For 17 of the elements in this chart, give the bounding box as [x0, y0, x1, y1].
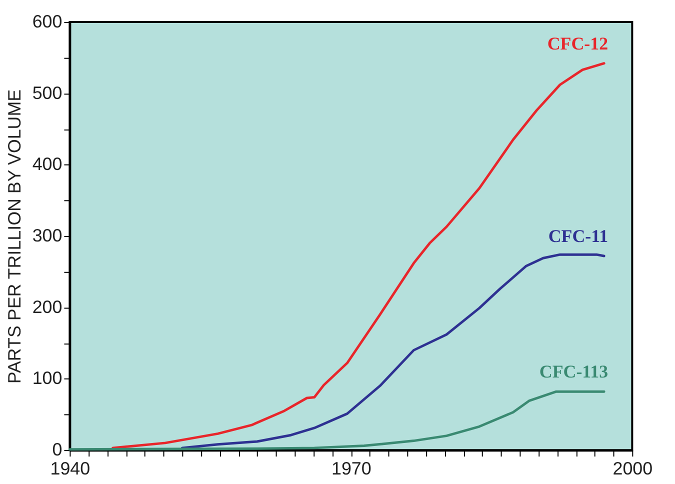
series-label: CFC-11 — [548, 226, 608, 246]
series-label: CFC-113 — [539, 362, 608, 382]
x-tick-label: 2000 — [612, 458, 653, 478]
line-series — [112, 62, 606, 450]
y-tick-label: 200 — [32, 296, 62, 317]
y-tick-label: 500 — [32, 82, 62, 103]
y-tick-label: 100 — [32, 368, 62, 388]
x-tick-label: 1940 — [50, 458, 90, 478]
y-tick-label: 400 — [32, 154, 62, 174]
line-series — [68, 390, 606, 451]
y-tick-label: 0 — [52, 440, 62, 460]
y-tick-label: 300 — [32, 226, 62, 246]
x-tick-label: 1970 — [332, 458, 372, 478]
line-series — [180, 253, 606, 450]
y-tick-label: 600 — [32, 11, 62, 32]
series-label: CFC-12 — [547, 33, 608, 54]
y-axis-title: PARTS PER TRILLION BY VOLUME — [4, 89, 24, 384]
